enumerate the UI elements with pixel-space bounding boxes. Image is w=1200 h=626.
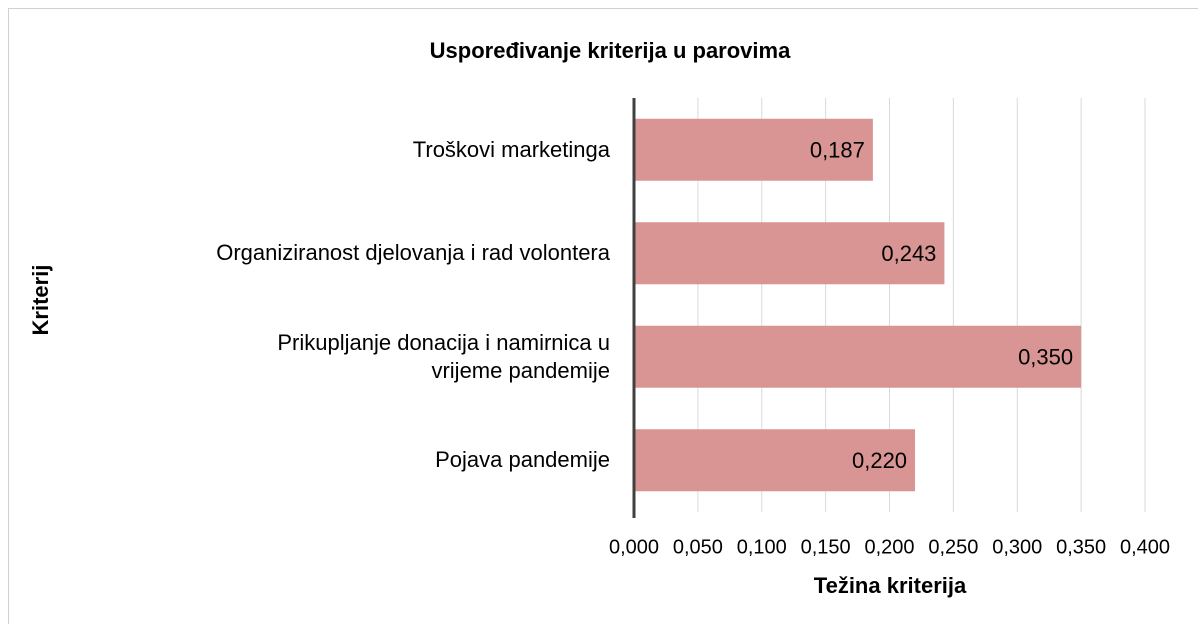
chart-title: Uspoređivanje kriterija u parovima bbox=[430, 38, 791, 63]
x-axis-title: Težina kriterija bbox=[814, 573, 967, 598]
x-tick-label: 0,150 bbox=[801, 536, 851, 558]
bar bbox=[634, 118, 873, 181]
y-tick-label: Organiziranost djelovanja i rad volonter… bbox=[216, 240, 610, 266]
x-tick-label: 0,100 bbox=[737, 536, 787, 558]
value-label: 0,220 bbox=[852, 448, 907, 473]
value-label: 0,243 bbox=[881, 241, 936, 266]
y-tick-label: Prikupljanje donacija i namirnica u vrij… bbox=[277, 329, 610, 383]
x-tick-label: 0,050 bbox=[673, 536, 723, 558]
x-tick-label: 0,000 bbox=[609, 536, 659, 558]
bar bbox=[634, 429, 916, 492]
x-tick-label: 0,350 bbox=[1056, 536, 1106, 558]
x-tick-label: 0,300 bbox=[992, 536, 1042, 558]
x-tick-label: 0,200 bbox=[864, 536, 914, 558]
y-axis-title: Kriterij bbox=[28, 265, 53, 336]
y-tick-label: Troškovi marketinga bbox=[412, 136, 610, 162]
bar bbox=[634, 222, 945, 285]
chart-frame bbox=[8, 8, 1198, 624]
y-tick-label: Pojava pandemije bbox=[435, 447, 610, 473]
value-label: 0,350 bbox=[1018, 345, 1073, 370]
value-label: 0,187 bbox=[810, 138, 865, 163]
x-tick-label: 0,250 bbox=[928, 536, 978, 558]
bar bbox=[634, 325, 1082, 388]
x-tick-label: 0,400 bbox=[1120, 536, 1170, 558]
